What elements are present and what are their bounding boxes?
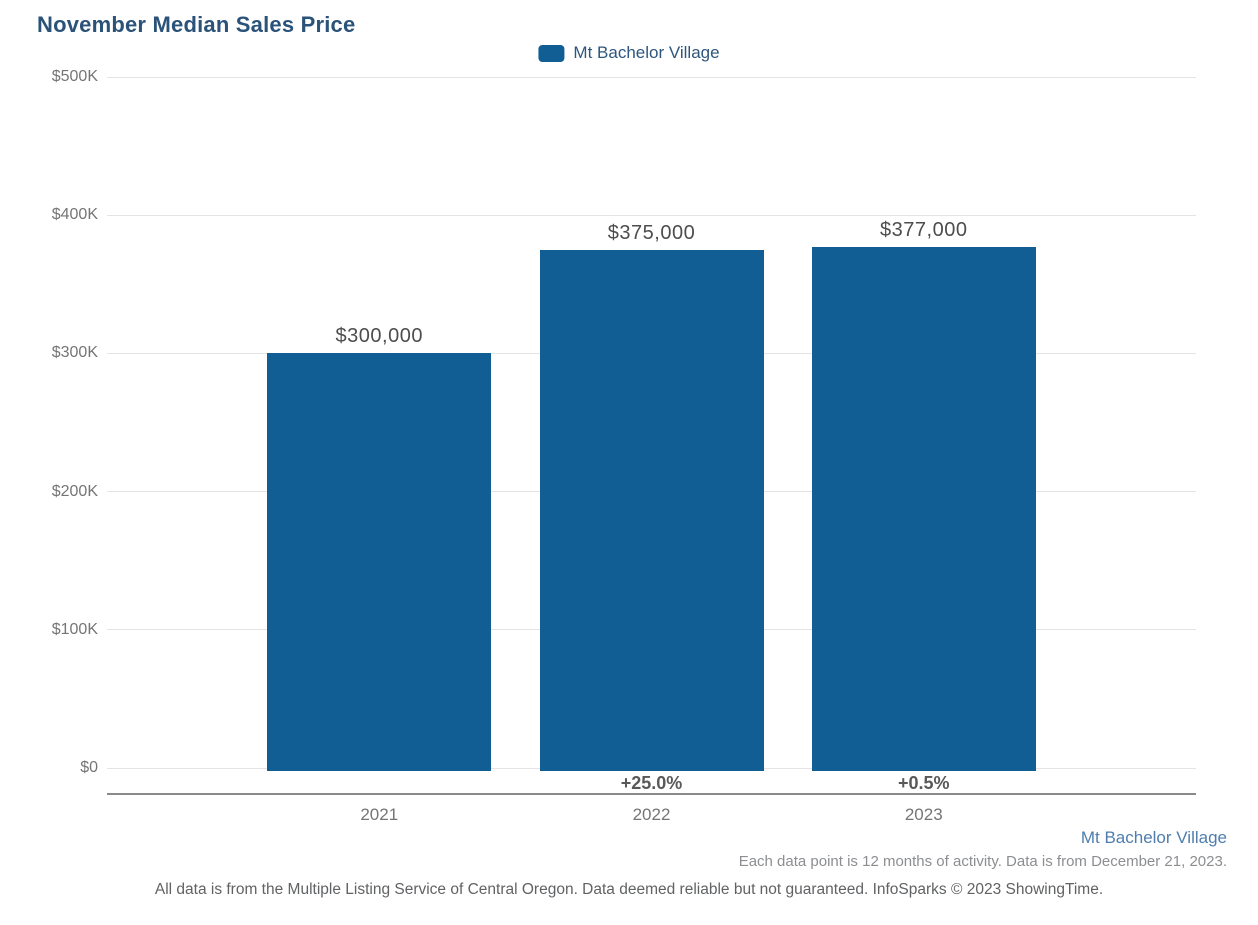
footer-series-name: Mt Bachelor Village <box>1080 828 1227 847</box>
bar-value-label: $377,000 <box>880 218 968 241</box>
pct-change-label: +0.5% <box>897 773 950 793</box>
x-axis-line <box>107 793 1196 795</box>
bar-value-label: $300,000 <box>335 325 423 348</box>
x-axis-label-2022: 2022 <box>632 805 671 824</box>
gridline <box>107 214 1196 216</box>
legend-swatch-icon <box>538 44 565 62</box>
legend[interactable]: Mt Bachelor Village <box>538 43 720 63</box>
y-axis-tick-label: $100K <box>51 620 98 638</box>
gridline <box>107 76 1196 78</box>
y-axis-tick-label: $200K <box>51 482 98 500</box>
bar-value-label: $375,000 <box>607 221 696 244</box>
pct-change-label: +25.0% <box>620 773 683 793</box>
y-axis-tick-label: $500K <box>51 68 98 85</box>
bar-2022[interactable] <box>539 249 764 771</box>
footer-disclaimer: All data is from the Multiple Listing Se… <box>154 881 1104 898</box>
chart-title: November Median Sales Price <box>37 12 356 37</box>
bar-2021[interactable] <box>267 353 492 771</box>
footer-data-note: Each data point is 12 months of activity… <box>738 853 1227 870</box>
x-axis-label-2021: 2021 <box>360 805 399 824</box>
bar-2023[interactable] <box>811 246 1036 771</box>
y-axis-tick-label: $400K <box>51 206 98 224</box>
y-axis-tick-label: $300K <box>51 344 98 362</box>
y-axis-tick-label: $0 <box>80 759 98 776</box>
legend-label: Mt Bachelor Village <box>573 43 720 62</box>
x-axis-label-2023: 2023 <box>904 805 943 824</box>
